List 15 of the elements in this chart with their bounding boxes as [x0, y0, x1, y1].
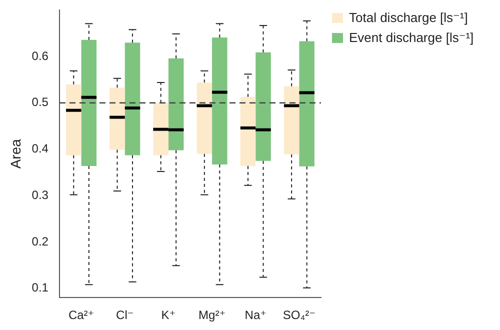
x-tick-label: Na⁺ [244, 308, 266, 322]
y-tick-label: 0.1 [32, 280, 49, 295]
legend-label: Total discharge [ls⁻¹] [349, 10, 468, 26]
legend-label: Event discharge [ls⁻¹] [349, 30, 474, 46]
y-tick-label: 0.2 [32, 234, 49, 248]
x-tick-label: Ca²⁺ [68, 308, 94, 322]
x-tick-label: K⁺ [161, 308, 176, 322]
y-tick-label: 0.5 [32, 95, 49, 110]
y-tick-label: 0.4 [32, 142, 49, 156]
y-tick-label: 0.3 [32, 188, 49, 202]
y-axis-title: Area [7, 138, 24, 169]
x-tick-label: Cl⁻ [116, 308, 134, 322]
x-tick-label: Mg²⁺ [198, 308, 226, 322]
x-tick-label: SO₄²⁻ [282, 308, 316, 322]
y-tick-label: 0.6 [32, 48, 49, 63]
